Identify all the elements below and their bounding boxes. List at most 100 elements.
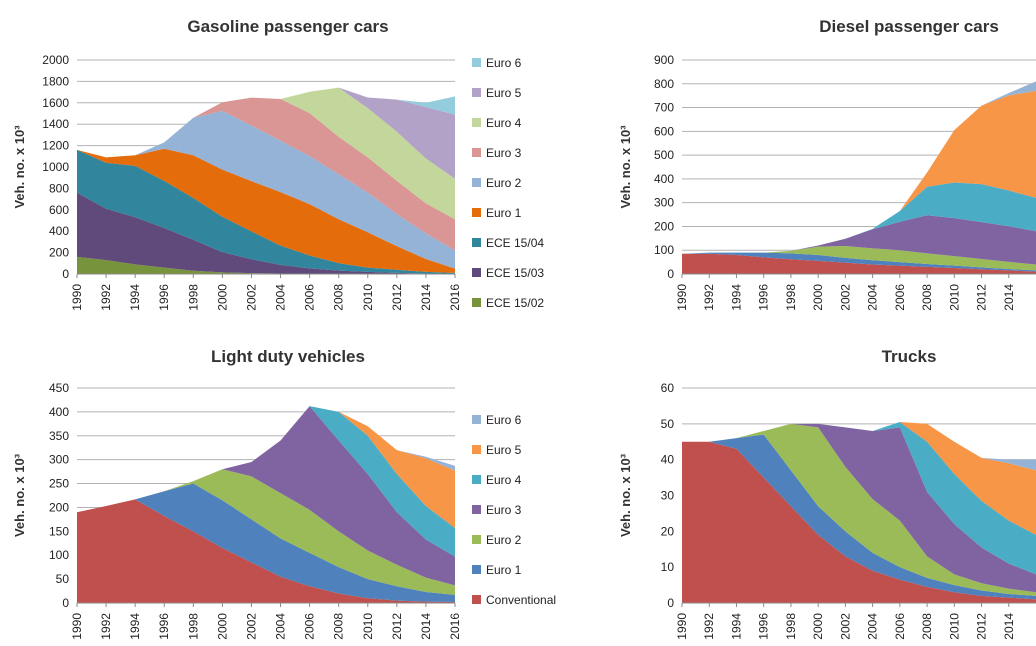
x-tick-label: 1990: [70, 613, 84, 640]
y-axis-label: Veh. no. x 10³: [12, 453, 27, 537]
area-euro-1: [77, 148, 455, 273]
legend-label: ECE 15/04: [486, 236, 544, 250]
x-tick-label: 2004: [866, 284, 880, 311]
x-tick-label: 2008: [332, 613, 346, 640]
y-tick-label: 600: [654, 124, 674, 138]
y-tick-label: 150: [49, 524, 69, 538]
area-series-group: [77, 87, 455, 274]
area-euro-2: [682, 423, 1036, 596]
y-tick-label: 0: [667, 596, 674, 610]
chart-trucks: Trucks Veh. no. x 10³ 0 10 20 30 40 50 60 1990 199…: [618, 347, 1036, 640]
area-euro-2: [682, 245, 1036, 271]
x-tick-label: 2006: [893, 613, 907, 640]
legend-swatch: [472, 238, 481, 247]
x-tick-label: 2000: [215, 613, 229, 640]
legend-label: Euro 3: [486, 146, 522, 160]
x-tick-label: 2010: [361, 613, 375, 640]
legend-item-euro-6: Euro 6: [472, 413, 522, 427]
area-euro-5: [682, 90, 1036, 254]
area-euro-1: [682, 252, 1036, 272]
area-euro-5: [682, 422, 1036, 535]
legend-label: Euro 6: [486, 56, 522, 70]
legend-label: ECE 15/02: [486, 296, 544, 310]
area-series-group: [682, 81, 1036, 274]
area-euro-1: [682, 434, 1036, 600]
y-tick-label: 250: [49, 477, 69, 491]
x-tick-label: 1992: [99, 284, 113, 311]
x-tick-label: 2010: [947, 613, 961, 640]
y-tick-label: 30: [661, 489, 675, 503]
x-tick-label: 2016: [448, 613, 462, 640]
area-conventional: [682, 441, 1036, 603]
y-tick-label: 500: [654, 148, 674, 162]
y-tick-label: 0: [62, 267, 69, 281]
legend-item-euro-1: Euro 1: [472, 206, 522, 220]
y-tick-label: 400: [654, 172, 674, 186]
area-euro-2: [77, 110, 455, 269]
legend-item-euro-1: Euro 1: [472, 563, 522, 577]
x-tick-label: 1994: [729, 613, 743, 640]
chart-diesel-passenger-cars: Diesel passenger cars Veh. no. x 10³ 0 100 2…: [618, 17, 1036, 311]
x-tick-label: 2012: [975, 284, 989, 311]
legend-item-ece-15-02: ECE 15/02: [472, 296, 544, 310]
legend-label: Euro 4: [486, 473, 522, 487]
x-tick-label: 1994: [729, 284, 743, 311]
y-tick-label: 100: [49, 548, 69, 562]
y-tick-label: 300: [49, 453, 69, 467]
y-tick-label: 450: [49, 381, 69, 395]
y-tick-label: 1600: [42, 96, 69, 110]
x-tick-label: 2004: [274, 613, 288, 640]
y-tick-label: 50: [56, 572, 70, 586]
x-tick-label: 1994: [128, 284, 142, 311]
y-tick-label: 200: [49, 246, 69, 260]
legend-label: Euro 2: [486, 533, 522, 547]
legend-swatch: [472, 208, 481, 217]
area-euro-4: [77, 87, 455, 220]
x-tick-label: 1992: [702, 284, 716, 311]
legend-label: ECE 15/03: [486, 266, 544, 280]
legend-item-ece-15-04: ECE 15/04: [472, 236, 544, 250]
x-tick-label: 1998: [186, 284, 200, 311]
legend-label: Euro 4: [486, 116, 522, 130]
y-tick-label: 400: [49, 405, 69, 419]
x-tick-label: 1996: [157, 284, 171, 311]
x-tick-label: 2008: [920, 284, 934, 311]
x-tick-label: 2014: [419, 284, 433, 311]
chart-title: Gasoline passenger cars: [187, 17, 388, 36]
legend-item-euro-4: Euro 4: [472, 116, 522, 130]
legend-label: Euro 6: [486, 413, 522, 427]
x-tick-label: 2006: [303, 284, 317, 311]
y-tick-label: 0: [667, 267, 674, 281]
x-tick-label: 1998: [186, 613, 200, 640]
legend-item-euro-6: Euro 6: [472, 56, 522, 70]
y-tick-label: 900: [654, 53, 674, 67]
legend-item-euro-3: Euro 3: [472, 146, 522, 160]
legend-item-euro-3: Euro 3: [472, 503, 522, 517]
x-tick-label: 2000: [215, 284, 229, 311]
x-tick-label: 1990: [675, 613, 689, 640]
area-ece-15-03: [77, 192, 455, 274]
y-tick-label: 800: [49, 181, 69, 195]
chart-gasoline-passenger-cars: Gasoline passenger cars Veh. no. x 10³ 0 20…: [12, 17, 544, 311]
chart-light-duty-vehicles: Light duty vehicles Veh. no. x 10³ 0 50 100 1…: [12, 347, 556, 640]
x-tick-label: 1990: [70, 284, 84, 311]
area-euro-4: [682, 182, 1036, 254]
x-tick-label: 2004: [274, 284, 288, 311]
x-tick-label: 2012: [975, 613, 989, 640]
x-tick-label: 2012: [390, 284, 404, 311]
chart-title: Diesel passenger cars: [819, 17, 999, 36]
y-tick-label: 20: [661, 524, 675, 538]
legend-swatch: [472, 268, 481, 277]
x-tick-label: 2010: [947, 284, 961, 311]
area-series-group: [77, 406, 455, 603]
chart-title: Light duty vehicles: [211, 347, 365, 366]
legend-swatch: [472, 445, 481, 454]
y-tick-label: 600: [49, 203, 69, 217]
x-tick-label: 2008: [332, 284, 346, 311]
x-tick-label: 1996: [757, 284, 771, 311]
x-tick-label: 1998: [784, 284, 798, 311]
legend-swatch: [472, 595, 481, 604]
y-axis-label: Veh. no. x 10³: [618, 453, 633, 537]
area-series-group: [682, 422, 1036, 603]
legend-label: Euro 2: [486, 176, 522, 190]
